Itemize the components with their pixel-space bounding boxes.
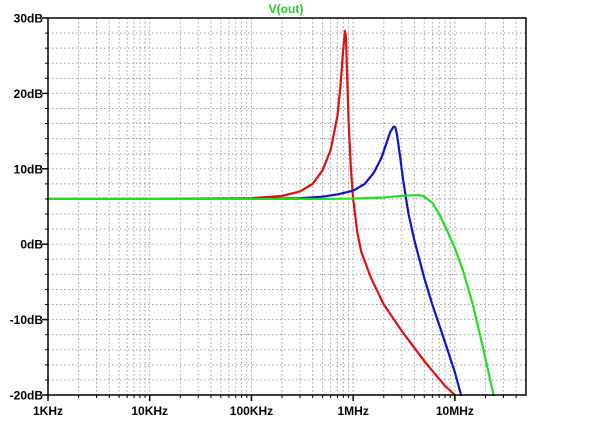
series-line-1	[46, 29, 456, 397]
y-tick-label: 10dB	[14, 162, 44, 176]
plot-frame	[47, 17, 527, 396]
y-tick-label: 30dB	[14, 12, 44, 26]
y-tick-label: 20dB	[14, 87, 44, 101]
axis-ticks: 1KHz 10KHz 100KHz 1MHz 10MHz 30dB 20dB 10dB 0dB -…	[10, 12, 517, 418]
series-line-2	[46, 125, 463, 397]
x-tick-label: 10MHz	[436, 404, 474, 418]
y-tick-label: 0dB	[20, 238, 43, 252]
grid-lines	[48, 18, 526, 395]
x-tick-label: 1KHz	[33, 404, 63, 418]
chart-title: V(out)	[269, 2, 304, 16]
x-tick-label: 10KHz	[131, 404, 168, 418]
x-tick-label: 1MHz	[338, 404, 369, 418]
series-lines	[46, 29, 495, 397]
y-tick-label: -20dB	[10, 389, 44, 403]
x-tick-label: 100KHz	[230, 404, 273, 418]
y-tick-label: -10dB	[10, 313, 44, 327]
series-line-3	[46, 194, 495, 397]
